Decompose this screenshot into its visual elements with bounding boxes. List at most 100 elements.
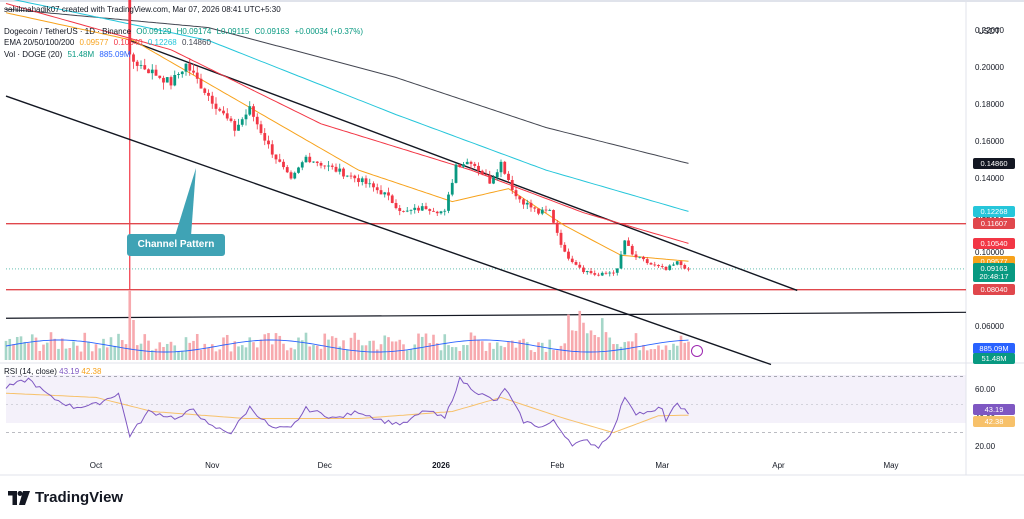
candle-body bbox=[469, 161, 473, 164]
volume-bar bbox=[143, 334, 147, 360]
candle-body bbox=[177, 74, 180, 76]
candle-body bbox=[540, 209, 544, 214]
volume-bar bbox=[454, 347, 458, 360]
rsi-label[interactable]: RSI (14, close) bbox=[4, 367, 57, 376]
candle-body bbox=[274, 154, 278, 160]
volume-bar bbox=[555, 350, 559, 360]
price-tag: 20:48:17 bbox=[973, 270, 1015, 282]
ema200-line bbox=[5, 8, 689, 164]
volume-tag: 51.48M bbox=[973, 353, 1015, 364]
candle-body bbox=[315, 161, 319, 163]
candle-body bbox=[387, 192, 390, 196]
candle-body bbox=[615, 268, 619, 273]
volume-bar bbox=[199, 349, 203, 360]
volume-bar bbox=[173, 345, 177, 360]
volume-bar bbox=[72, 341, 75, 360]
volume-bar bbox=[439, 350, 443, 360]
volume-bar bbox=[458, 350, 462, 360]
candle-body bbox=[424, 206, 428, 210]
volume-bar bbox=[34, 337, 38, 360]
volume-bar bbox=[248, 337, 252, 360]
volume-bar bbox=[623, 342, 627, 360]
candle-body bbox=[293, 172, 297, 179]
candle-body bbox=[634, 254, 638, 258]
candle-body bbox=[664, 266, 668, 270]
price-axis-label: 0.10000 bbox=[975, 248, 1004, 258]
ema-label[interactable]: EMA 20/50/100/200 bbox=[4, 38, 75, 47]
symbol-legend[interactable]: Dogecoin / TetherUS · 1D · Binance O0.09… bbox=[4, 27, 366, 36]
price-axis-label: 0.20000 bbox=[975, 63, 1004, 73]
volume-bar bbox=[124, 344, 128, 360]
ema-legend[interactable]: EMA 20/50/100/200 0.09577 0.10540 0.1226… bbox=[4, 38, 214, 47]
volume-bar bbox=[630, 341, 634, 360]
volume-bar bbox=[267, 333, 270, 360]
ema100-value: 0.12268 bbox=[147, 38, 177, 47]
candle-body bbox=[510, 179, 514, 191]
volume-bar bbox=[147, 340, 150, 360]
candle-body bbox=[323, 165, 327, 167]
candle-body bbox=[165, 77, 169, 83]
candle-body bbox=[492, 177, 495, 184]
volume-bar bbox=[383, 335, 387, 360]
candle-body bbox=[135, 61, 139, 66]
ema50-line bbox=[5, 3, 689, 244]
time-axis-label: Mar bbox=[655, 461, 670, 470]
rsi-axis-label: 60.00 bbox=[975, 385, 996, 395]
volume-bar bbox=[432, 334, 435, 360]
volume-bar bbox=[177, 351, 180, 360]
candle-body bbox=[567, 251, 570, 259]
candle-body bbox=[158, 75, 162, 78]
candle-body bbox=[439, 211, 443, 214]
candle-body bbox=[278, 159, 282, 162]
candle-body bbox=[270, 144, 274, 155]
volume-bar bbox=[657, 345, 660, 360]
volume-bar bbox=[229, 351, 233, 360]
rsi-legend[interactable]: RSI (14, close) 43.19 42.38 bbox=[4, 367, 101, 376]
candle-body bbox=[195, 72, 199, 79]
volume-bar bbox=[23, 341, 27, 360]
candle-body bbox=[473, 163, 477, 166]
candle-body bbox=[447, 194, 450, 211]
volume-label[interactable]: Vol · DOGE (20) bbox=[4, 50, 63, 59]
candle-body bbox=[484, 174, 488, 176]
volume-bar bbox=[375, 349, 379, 360]
candle-body bbox=[443, 210, 447, 212]
volume-ma-line bbox=[5, 339, 689, 353]
tradingview-logo[interactable]: TradingView bbox=[8, 489, 123, 506]
candle-body bbox=[582, 267, 585, 273]
volume-bar bbox=[668, 349, 672, 360]
volume-bar bbox=[364, 345, 368, 360]
candle-body bbox=[394, 202, 398, 209]
symbol-name[interactable]: Dogecoin / TetherUS · 1D · Binance bbox=[4, 27, 132, 36]
candle-body bbox=[338, 168, 342, 172]
candle-body bbox=[203, 88, 207, 93]
volume-bar bbox=[169, 341, 173, 360]
time-axis-label: 2026 bbox=[432, 461, 450, 470]
candle-body bbox=[199, 78, 203, 89]
candle-body bbox=[139, 65, 143, 66]
volume-bar bbox=[683, 342, 687, 360]
volume-bar bbox=[327, 339, 330, 360]
volume-bar bbox=[672, 343, 675, 360]
volume-bar bbox=[462, 344, 465, 360]
volume-bar bbox=[552, 350, 555, 360]
volume-bar bbox=[638, 350, 642, 360]
price-axis-label: 0.14000 bbox=[975, 174, 1004, 184]
volume-legend[interactable]: Vol · DOGE (20) 51.48M 885.09M bbox=[4, 50, 134, 59]
candle-body bbox=[334, 166, 338, 172]
candle-body bbox=[304, 156, 308, 163]
volume-bar bbox=[42, 344, 45, 360]
channel-pattern-label: Channel Pattern bbox=[127, 234, 225, 256]
candle-body bbox=[285, 167, 289, 173]
volume-bar bbox=[473, 335, 477, 360]
candle-body bbox=[319, 162, 323, 166]
volume-bar bbox=[233, 341, 237, 360]
volume-bar bbox=[105, 347, 109, 360]
volume-bar bbox=[293, 349, 297, 360]
candle-body bbox=[574, 262, 578, 265]
time-axis-label: Feb bbox=[550, 461, 565, 470]
candle-body bbox=[147, 69, 150, 74]
candle-body bbox=[612, 272, 615, 274]
volume-bar bbox=[30, 334, 34, 360]
